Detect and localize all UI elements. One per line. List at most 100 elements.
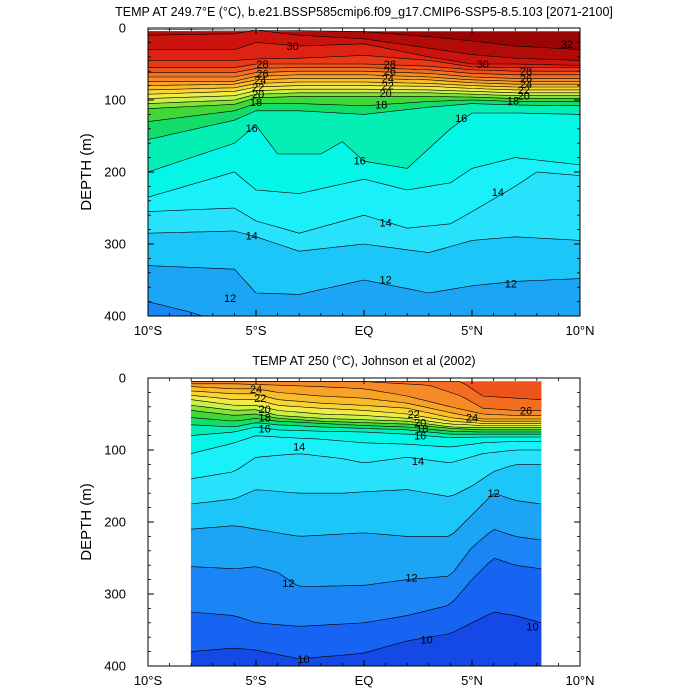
x-tick-label: 5°N (461, 323, 483, 338)
lower-temperature-fill (190, 381, 542, 666)
contour-label: 10 (420, 634, 432, 646)
contour-label: 22 (408, 409, 420, 421)
isotherm-line (191, 464, 542, 505)
lower-panel: TEMP AT 250 (°C), Johnson et al (2002) D… (78, 354, 595, 688)
isotherm-line (148, 92, 580, 104)
isotherm-line (148, 230, 580, 253)
contour-label: 14 (293, 441, 305, 453)
isotherm-line (148, 112, 580, 173)
y-tick-label: 300 (104, 237, 126, 252)
contour-label: 20 (252, 89, 264, 101)
isotherm-line (191, 435, 542, 454)
contour-label: 22 (518, 85, 530, 97)
upper-isotherm-lines (148, 29, 580, 316)
isotherm-line (148, 88, 580, 99)
y-tick-label: 100 (104, 93, 126, 108)
contour-label: 32 (561, 39, 573, 51)
isotherm-line (148, 157, 580, 198)
contour-label: 20 (379, 88, 391, 100)
contour-label: 14 (246, 230, 258, 242)
contour-label: 12 (282, 578, 294, 590)
contour-label: 22 (382, 81, 394, 93)
contour-label: 12 (487, 488, 499, 500)
contour-label: 10 (526, 621, 538, 633)
contour-label: 24 (254, 75, 266, 87)
contour-label: 16 (414, 431, 426, 443)
isotherm-line (191, 557, 542, 627)
isotherm-line (191, 417, 542, 433)
contour-label: 16 (354, 156, 366, 168)
contour-label: 18 (250, 97, 262, 109)
contour-label: 30 (287, 41, 299, 53)
isotherm-line (191, 390, 542, 422)
x-tick-label: 10°N (565, 673, 594, 688)
isotherm-line (148, 29, 580, 61)
lower-axes: 10°S 5°S EQ 5°N 10°N 0 100 200 300 400 (104, 371, 594, 689)
y-tick-label: 200 (104, 515, 126, 530)
isotherm-line (191, 405, 542, 428)
x-tick-label: 5°S (245, 673, 266, 688)
y-tick-label: 0 (119, 21, 126, 36)
upper-temperature-fill (148, 31, 580, 316)
contour-label: 12 (405, 572, 417, 584)
isotherm-line (148, 85, 580, 95)
contour-label: 26 (256, 68, 268, 80)
contour-label: 24 (382, 73, 394, 85)
contour-label: 26 (520, 405, 532, 417)
contour-label: 16 (455, 113, 467, 125)
x-tick-label: EQ (355, 673, 374, 688)
contour-label: 20 (414, 418, 426, 430)
isotherm-line (191, 426, 542, 439)
contour-label: 24 (520, 79, 532, 91)
contour-label: 28 (256, 59, 268, 71)
contour-label: 28 (384, 59, 396, 71)
x-tick-label: 5°N (461, 673, 483, 688)
isotherm-line (191, 410, 542, 431)
contour-label: 16 (246, 123, 258, 135)
isotherm-line (148, 96, 580, 109)
contour-label: 12 (379, 274, 391, 286)
isotherm-line (191, 383, 542, 416)
isotherm-line (191, 611, 542, 659)
contour-label: 22 (252, 82, 264, 94)
contour-label: 20 (518, 91, 530, 103)
contour-label: 24 (466, 413, 478, 425)
isotherm-line (148, 74, 580, 82)
upper-y-axis-label: DEPTH (m) (78, 133, 95, 211)
isotherm-line (148, 70, 580, 79)
y-tick-label: 400 (104, 659, 126, 674)
lower-isotherm-lines (191, 381, 542, 659)
x-tick-label: EQ (355, 323, 374, 338)
isotherm-line (191, 386, 542, 420)
isotherm-line (148, 81, 580, 91)
contour-label: 18 (258, 413, 270, 425)
contour-label: 10 (297, 654, 309, 666)
y-tick-label: 300 (104, 587, 126, 602)
isotherm-line (191, 399, 542, 426)
contour-label: 18 (507, 96, 519, 108)
isotherm-line (191, 422, 542, 435)
x-tick-label: 10°N (565, 323, 594, 338)
isotherm-line (148, 55, 580, 68)
isotherm-line (191, 449, 542, 480)
isotherm-line (148, 63, 580, 72)
isotherm-line (148, 171, 580, 234)
x-tick-label: 5°S (245, 323, 266, 338)
contour-label: 16 (258, 423, 270, 435)
contour-label: 30 (477, 59, 489, 71)
isotherm-line (148, 78, 580, 86)
contour-label: 14 (492, 187, 504, 199)
isotherm-line (191, 493, 542, 537)
y-tick-label: 400 (104, 309, 126, 324)
x-tick-label: 10°S (134, 673, 163, 688)
upper-axes: 10°S 5°S EQ 5°N 10°N 0 100 200 300 400 (104, 21, 594, 339)
upper-chart-title: TEMP AT 249.7°E (°C), b.e21.BSSP585cmip6… (115, 5, 613, 19)
isotherm-line (191, 395, 542, 424)
upper-panel: TEMP AT 249.7°E (°C), b.e21.BSSP585cmip6… (78, 5, 613, 338)
contour-label: 22 (254, 393, 266, 405)
contour-label: 18 (416, 423, 428, 435)
y-tick-label: 200 (104, 165, 126, 180)
